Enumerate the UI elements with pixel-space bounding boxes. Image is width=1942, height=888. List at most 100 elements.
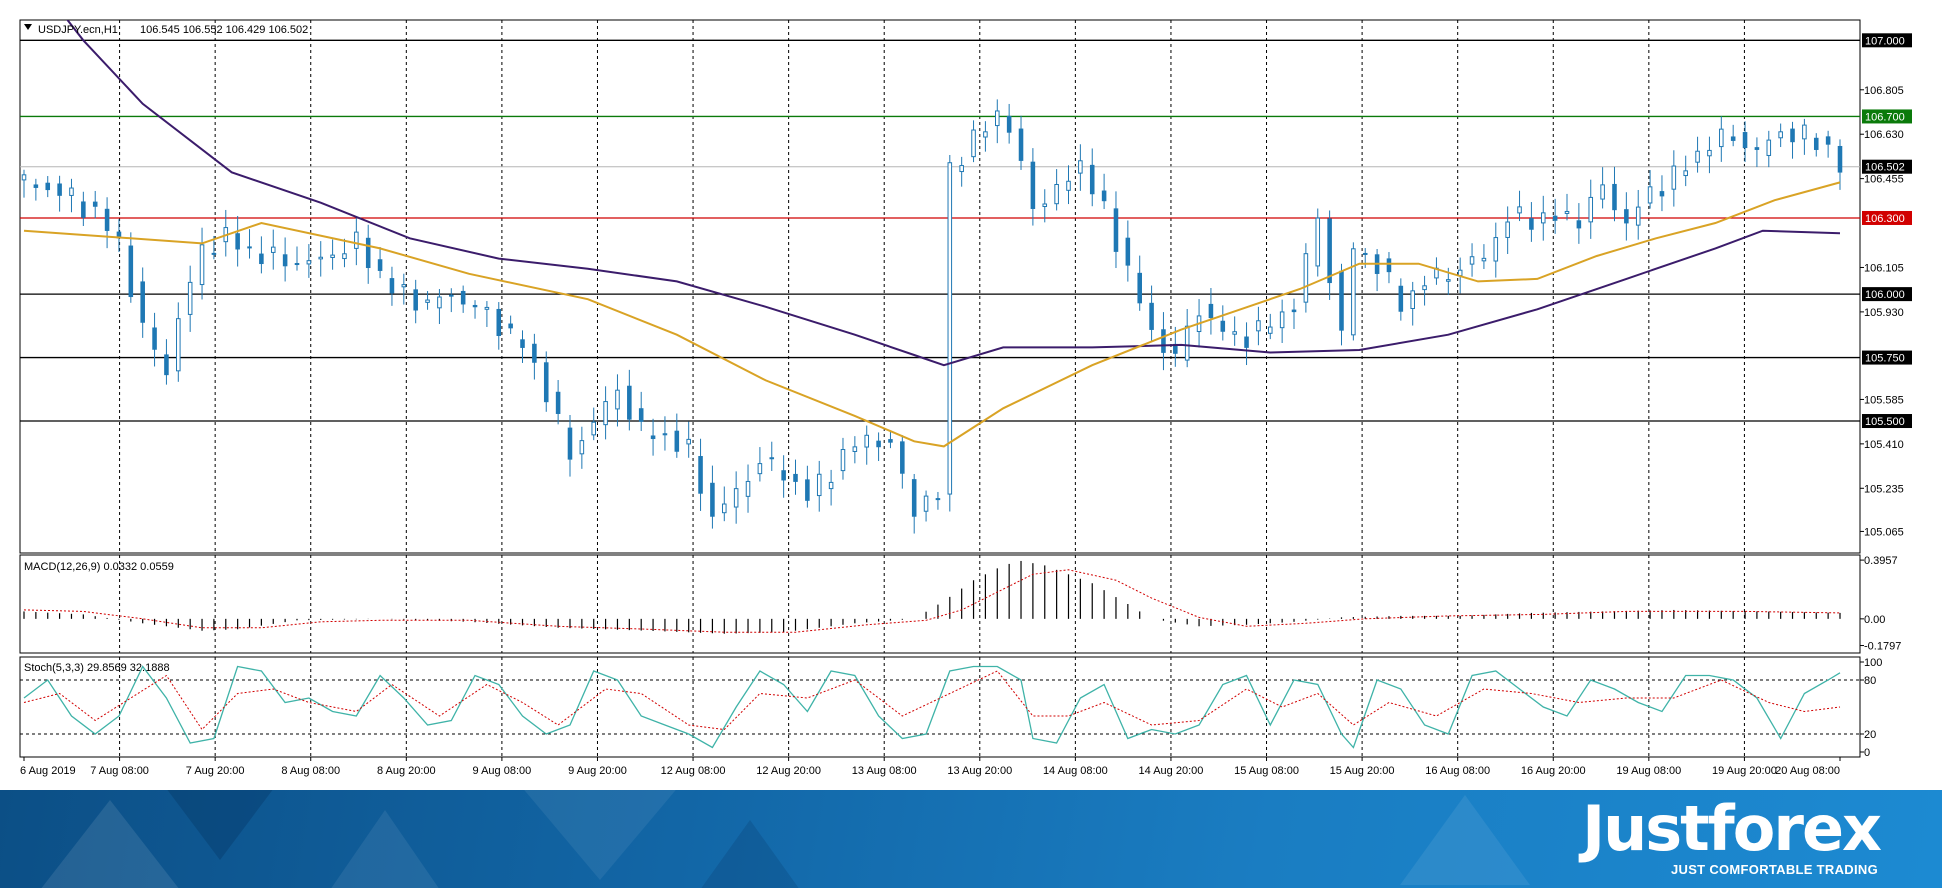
candle-body — [555, 391, 561, 414]
candle-body — [828, 481, 834, 490]
candle-body — [698, 456, 703, 494]
candle-body — [1493, 237, 1499, 262]
candle-body — [199, 244, 205, 286]
level-label: 107.000 — [1865, 35, 1905, 47]
justforex-logo: Justforex — [1582, 792, 1882, 865]
stoch-tick-label: 0 — [1864, 747, 1870, 759]
candle-body — [81, 201, 86, 218]
time-label: 9 Aug 08:00 — [473, 765, 532, 777]
candle-body — [1422, 285, 1427, 291]
candle-body — [852, 446, 858, 452]
price-tick-label: 105.410 — [1864, 439, 1904, 451]
candle-body — [152, 327, 157, 350]
level-label-box — [1862, 33, 1912, 48]
candle-body — [793, 473, 798, 482]
candle-body — [1351, 248, 1356, 336]
candle-body — [603, 401, 608, 426]
candle-body — [769, 457, 775, 460]
price-tick-label: 105.930 — [1864, 307, 1904, 319]
price-tick-label: 106.805 — [1864, 85, 1904, 97]
candle-body — [259, 253, 264, 265]
candle-body — [1101, 190, 1107, 202]
candle-body — [45, 182, 51, 191]
candle-body — [710, 482, 715, 517]
time-label: 14 Aug 20:00 — [1139, 765, 1204, 777]
candle-body — [401, 284, 407, 288]
candle-body — [1778, 131, 1783, 139]
candle-body — [306, 260, 312, 265]
candle-body — [567, 427, 573, 460]
candle-body — [330, 254, 335, 258]
time-label: 15 Aug 20:00 — [1330, 765, 1395, 777]
candle-body — [1635, 206, 1641, 226]
candle-body — [1790, 128, 1795, 143]
candle-body — [674, 430, 680, 452]
candle-body — [1659, 191, 1665, 197]
candle-body — [1719, 128, 1724, 148]
candle-body — [1446, 279, 1451, 282]
candle-body — [211, 252, 217, 255]
candle-body — [128, 245, 134, 298]
price-tick-label: 105.065 — [1864, 526, 1904, 538]
chart-symbol: USDJPY.ecn,H1 — [38, 24, 118, 36]
level-label: 106.502 — [1865, 162, 1905, 174]
brand-tagline: JUST COMFORTABLE TRADING — [1670, 862, 1878, 877]
candle-body — [1339, 270, 1344, 331]
time-label: 16 Aug 20:00 — [1521, 765, 1586, 777]
stoch-label: Stoch(5,3,3) 29.8569 32.1888 — [24, 662, 170, 674]
candle-body — [638, 408, 644, 422]
candle-body — [1030, 161, 1036, 209]
candle-body — [543, 362, 549, 403]
candle-body — [104, 208, 110, 231]
candle-body — [508, 323, 513, 329]
candle-body — [615, 389, 620, 410]
candle-body — [1612, 183, 1617, 211]
price-pane — [19, 19, 1861, 554]
macd-tick-label: 0.3957 — [1864, 555, 1898, 567]
candle-body — [1505, 221, 1510, 238]
candle-body — [1695, 150, 1700, 163]
price-tick-label: 105.585 — [1864, 394, 1904, 406]
candle-body — [1291, 309, 1297, 313]
candle-body — [1006, 115, 1012, 133]
level-label-box — [1862, 109, 1912, 124]
candle-body — [520, 339, 525, 348]
candle-body — [805, 479, 810, 501]
time-label: 9 Aug 20:00 — [568, 765, 627, 777]
time-label: 7 Aug 20:00 — [186, 765, 245, 777]
price-tick-label: 105.235 — [1864, 483, 1904, 495]
candle-body — [650, 435, 656, 440]
candle-body — [1386, 258, 1392, 273]
candle-body — [1552, 215, 1558, 221]
candle-body — [1327, 218, 1332, 284]
time-label: 12 Aug 08:00 — [661, 765, 726, 777]
candle-body — [935, 498, 941, 501]
chart-window: 6 Aug 2019 7 Aug 08:00 7 Aug 20:00 8 Aug 08… — [19, 19, 1912, 777]
candle-body — [282, 254, 288, 267]
candle-body — [354, 231, 359, 249]
candle-body — [983, 131, 988, 138]
candle-body — [365, 237, 371, 269]
candle-body — [1398, 285, 1404, 312]
candle-body — [1137, 272, 1142, 304]
candle-body — [757, 463, 763, 475]
candle-body — [69, 187, 74, 196]
candle-body — [1078, 160, 1083, 174]
price-chart: 6 Aug 2019 7 Aug 08:00 7 Aug 20:00 8 Aug 08… — [19, 19, 1912, 777]
candle-body — [1232, 331, 1237, 335]
candle-body — [1184, 325, 1190, 361]
candle-body — [413, 289, 418, 311]
time-label: 8 Aug 20:00 — [377, 765, 436, 777]
candle-body — [1600, 184, 1605, 200]
dropdown-triangle-icon — [24, 24, 32, 30]
time-label: 19 Aug 20:00 — [1712, 765, 1777, 777]
candles — [21, 99, 1843, 534]
macd-tick-label: -0.1797 — [1864, 641, 1901, 653]
candle-body — [1018, 128, 1024, 161]
time-label: 16 Aug 08:00 — [1425, 765, 1490, 777]
candle-body — [1303, 253, 1309, 303]
macd-signal-line — [23, 569, 1841, 633]
price-tick-label: 106.630 — [1864, 129, 1904, 141]
candle-body — [1766, 139, 1772, 156]
level-label: 105.750 — [1865, 353, 1905, 365]
